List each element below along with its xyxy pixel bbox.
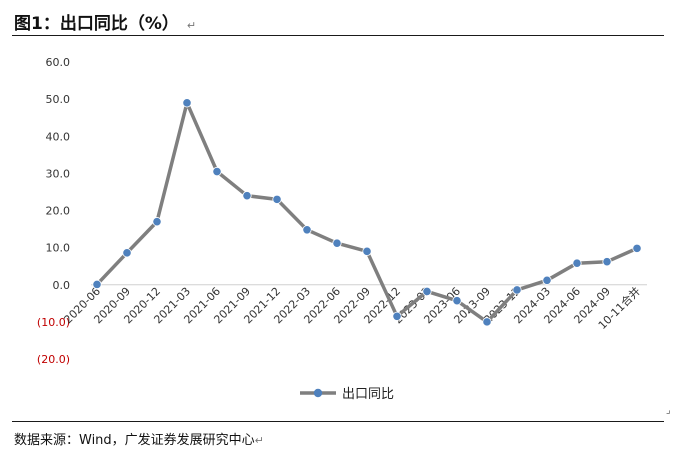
corner-mark-icon: ⌟ xyxy=(666,405,671,416)
data-point xyxy=(422,286,432,297)
data-point xyxy=(242,191,252,201)
top-divider xyxy=(12,35,664,36)
data-point xyxy=(182,98,192,108)
data-point xyxy=(572,258,582,268)
data-point xyxy=(542,275,552,285)
y-tick-label: 50.0 xyxy=(46,93,71,106)
data-point xyxy=(512,285,522,295)
y-tick-label: 10.0 xyxy=(46,242,71,255)
data-point xyxy=(272,194,282,204)
chart-title-text: 图1：出口同比（%） xyxy=(14,14,179,34)
data-point xyxy=(392,311,402,321)
y-tick-label: 30.0 xyxy=(46,167,71,180)
data-point xyxy=(122,248,132,258)
y-tick-label: 20.0 xyxy=(46,205,71,218)
y-tick-label: 40.0 xyxy=(46,130,71,143)
data-point xyxy=(482,317,492,327)
data-point xyxy=(332,238,342,248)
y-tick-label: (10.0) xyxy=(37,316,70,329)
paragraph-mark-icon: ↵ xyxy=(186,19,197,32)
legend-marker-swatch xyxy=(313,388,323,398)
data-point xyxy=(602,257,612,267)
source-note: 数据来源：Wind，广发证券发展研究中心↵ xyxy=(14,429,264,448)
chart-title: 图1：出口同比（%） ↵ xyxy=(14,9,196,34)
data-point xyxy=(452,296,462,306)
data-point xyxy=(362,246,372,256)
legend-label: 出口同比 xyxy=(342,387,394,402)
data-point xyxy=(302,225,312,235)
y-tick-label: (20.0) xyxy=(37,353,70,366)
data-point xyxy=(152,217,162,227)
y-tick-label: 0.0 xyxy=(53,279,71,292)
data-point xyxy=(632,243,642,253)
bottom-divider xyxy=(12,421,664,422)
data-point xyxy=(212,166,222,177)
source-text: 数据来源：Wind，广发证券发展研究中心 xyxy=(14,433,255,448)
y-tick-label: 60.0 xyxy=(46,56,71,69)
paragraph-mark-icon: ↵ xyxy=(254,434,264,447)
data-point xyxy=(92,279,102,289)
